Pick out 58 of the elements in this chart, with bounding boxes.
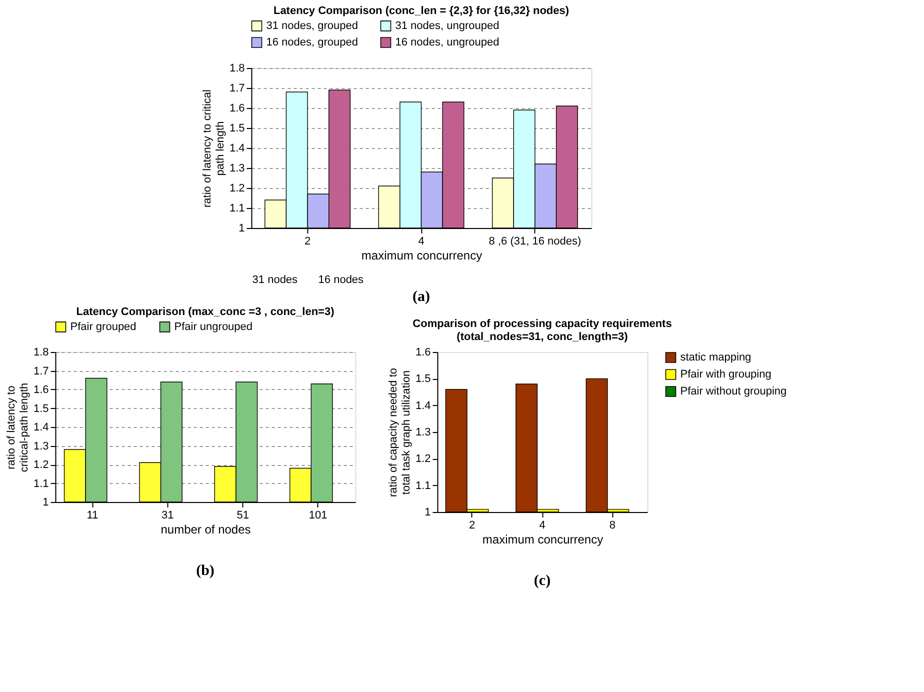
- y-tick-label: 1.7: [33, 365, 49, 378]
- y-tick-label: 1.1: [229, 202, 245, 214]
- y-tick-label: 1.4: [33, 422, 49, 434]
- y-tick-label: 1.7: [229, 82, 245, 94]
- y-tick-label: 1.4: [229, 142, 245, 154]
- legend-label: Pfair without grouping: [680, 386, 787, 398]
- x-axis-title: number of nodes: [160, 522, 251, 536]
- x-tick-label: 4: [539, 520, 546, 532]
- y-tick-label: 1.6: [33, 384, 49, 396]
- x-tick-label: 8 ,6 (31, 16 nodes): [488, 236, 582, 248]
- chart-title: Latency Comparison (max_conc =3 , conc_len=3): [76, 306, 335, 318]
- x-tick-label: 101: [308, 510, 328, 522]
- x-tick-label: 2: [304, 236, 311, 248]
- y-tick-label: 1.2: [33, 459, 49, 471]
- y-tick-label: 1: [42, 496, 49, 508]
- text: (c): [534, 573, 551, 589]
- legend-label: 31 nodes, grouped: [266, 20, 358, 32]
- x-tick-label: 11: [86, 510, 98, 522]
- text: (a): [412, 289, 430, 305]
- legend-label: Pfair with grouping: [680, 368, 772, 380]
- legend-label: 16 nodes, grouped: [266, 36, 358, 48]
- x-tick-label: 31: [162, 510, 174, 522]
- y-tick-label: 1.6: [229, 102, 245, 114]
- y-tick-label: 1.8: [33, 346, 49, 358]
- legend-label: static mapping: [680, 352, 752, 364]
- y-tick-label: 1.1: [33, 478, 49, 490]
- y-tick-label: 1.3: [33, 440, 49, 452]
- y-tick-label: 1.5: [33, 402, 49, 415]
- y-tick-label: 1.3: [415, 426, 431, 438]
- y-tick-label: 1.2: [229, 182, 245, 194]
- x-tick-label: 4: [418, 236, 424, 248]
- chart-title: Latency Comparison (conc_len = {2,3} for {16,32} nodes): [273, 5, 570, 17]
- y-tick-label: 1.5: [229, 122, 245, 134]
- text: (b): [196, 563, 214, 579]
- y-axis-title: ratio of latency to critical-path length: [5, 382, 30, 472]
- x-axis-title: maximum concurrency: [361, 248, 482, 262]
- y-axis-title: ratio of latency to critical path length: [201, 90, 226, 208]
- legend-label: Pfair ungrouped: [174, 320, 253, 333]
- x-tick-label: 8: [609, 520, 616, 532]
- y-tick-label: 1: [238, 222, 245, 234]
- y-tick-label: 1.5: [415, 373, 431, 386]
- x-axis-title: maximum concurrency: [482, 532, 604, 546]
- text: 31 nodes: [252, 274, 298, 286]
- x-tick-label: 2: [468, 520, 476, 532]
- legend-label: Pfair grouped: [70, 320, 136, 333]
- y-tick-label: 1.2: [415, 453, 431, 466]
- y-tick-label: 1.1: [415, 480, 431, 492]
- y-tick-label: 1.3: [229, 162, 245, 174]
- text: 16 nodes: [318, 274, 364, 286]
- y-tick-label: 1: [424, 506, 431, 518]
- y-tick-label: 1.8: [229, 62, 245, 74]
- y-tick-label: 1.4: [415, 400, 431, 412]
- legend-label: 16 nodes, ungrouped: [395, 36, 500, 48]
- x-tick-label: 51: [236, 510, 249, 522]
- chart-title: Comparison of processing capacity requirements (total_nodes=31, conc_length=3): [412, 318, 672, 343]
- y-axis-title: ratio of capacity needed to total task graph utilization: [387, 368, 412, 498]
- legend-label: 31 nodes, ungrouped: [395, 20, 500, 32]
- y-tick-label: 1.6: [415, 346, 431, 358]
